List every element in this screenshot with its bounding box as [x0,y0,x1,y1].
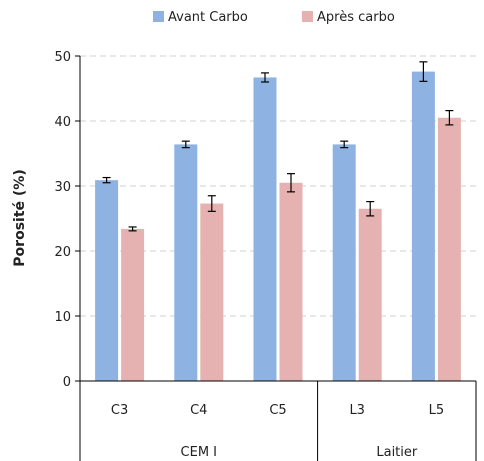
y-tick-label: 10 [54,310,71,325]
x-axis: C3 C4 C5 L3 L5 CEM I Laitier [79,380,477,461]
bars [95,71,461,381]
bar-apres-carbo-c4 [200,203,224,381]
y-tick-label: 0 [63,375,71,390]
legend-swatch [153,11,164,22]
y-tick-label: 30 [54,180,71,195]
x-tick-label: L3 [349,403,365,418]
x-tick-label: C5 [269,403,286,418]
bar-avant-carbo-c3 [95,180,119,381]
error-bars [102,61,454,232]
bar-avant-carbo-l5 [411,71,435,381]
legend-swatch [302,11,313,22]
legend-label: Avant Carbo [168,10,248,25]
y-tick-label: 40 [54,115,71,130]
bar-avant-carbo-l3 [332,144,356,381]
bar-avant-carbo-c4 [174,144,198,381]
y-tick-label: 20 [54,245,71,260]
group-label: Laitier [376,445,418,460]
bar-avant-carbo-c5 [253,77,277,381]
legend-label: Après carbo [317,10,395,25]
legend: Avant Carbo Après carbo [153,10,395,25]
bar-apres-carbo-c5 [279,182,303,381]
group-label: CEM I [181,445,217,460]
x-tick-label: C4 [190,403,207,418]
y-tick-label: 50 [54,50,71,65]
bar-apres-carbo-c3 [121,228,145,381]
y-axis-label: Porosité (%) [12,169,28,266]
x-tick-label: C3 [111,403,128,418]
bar-apres-carbo-l3 [358,208,382,381]
bar-apres-carbo-l5 [437,117,461,381]
gridlines [80,55,476,317]
y-axis: 0 10 20 30 40 50 [54,50,81,390]
x-tick-label: L5 [429,403,445,418]
